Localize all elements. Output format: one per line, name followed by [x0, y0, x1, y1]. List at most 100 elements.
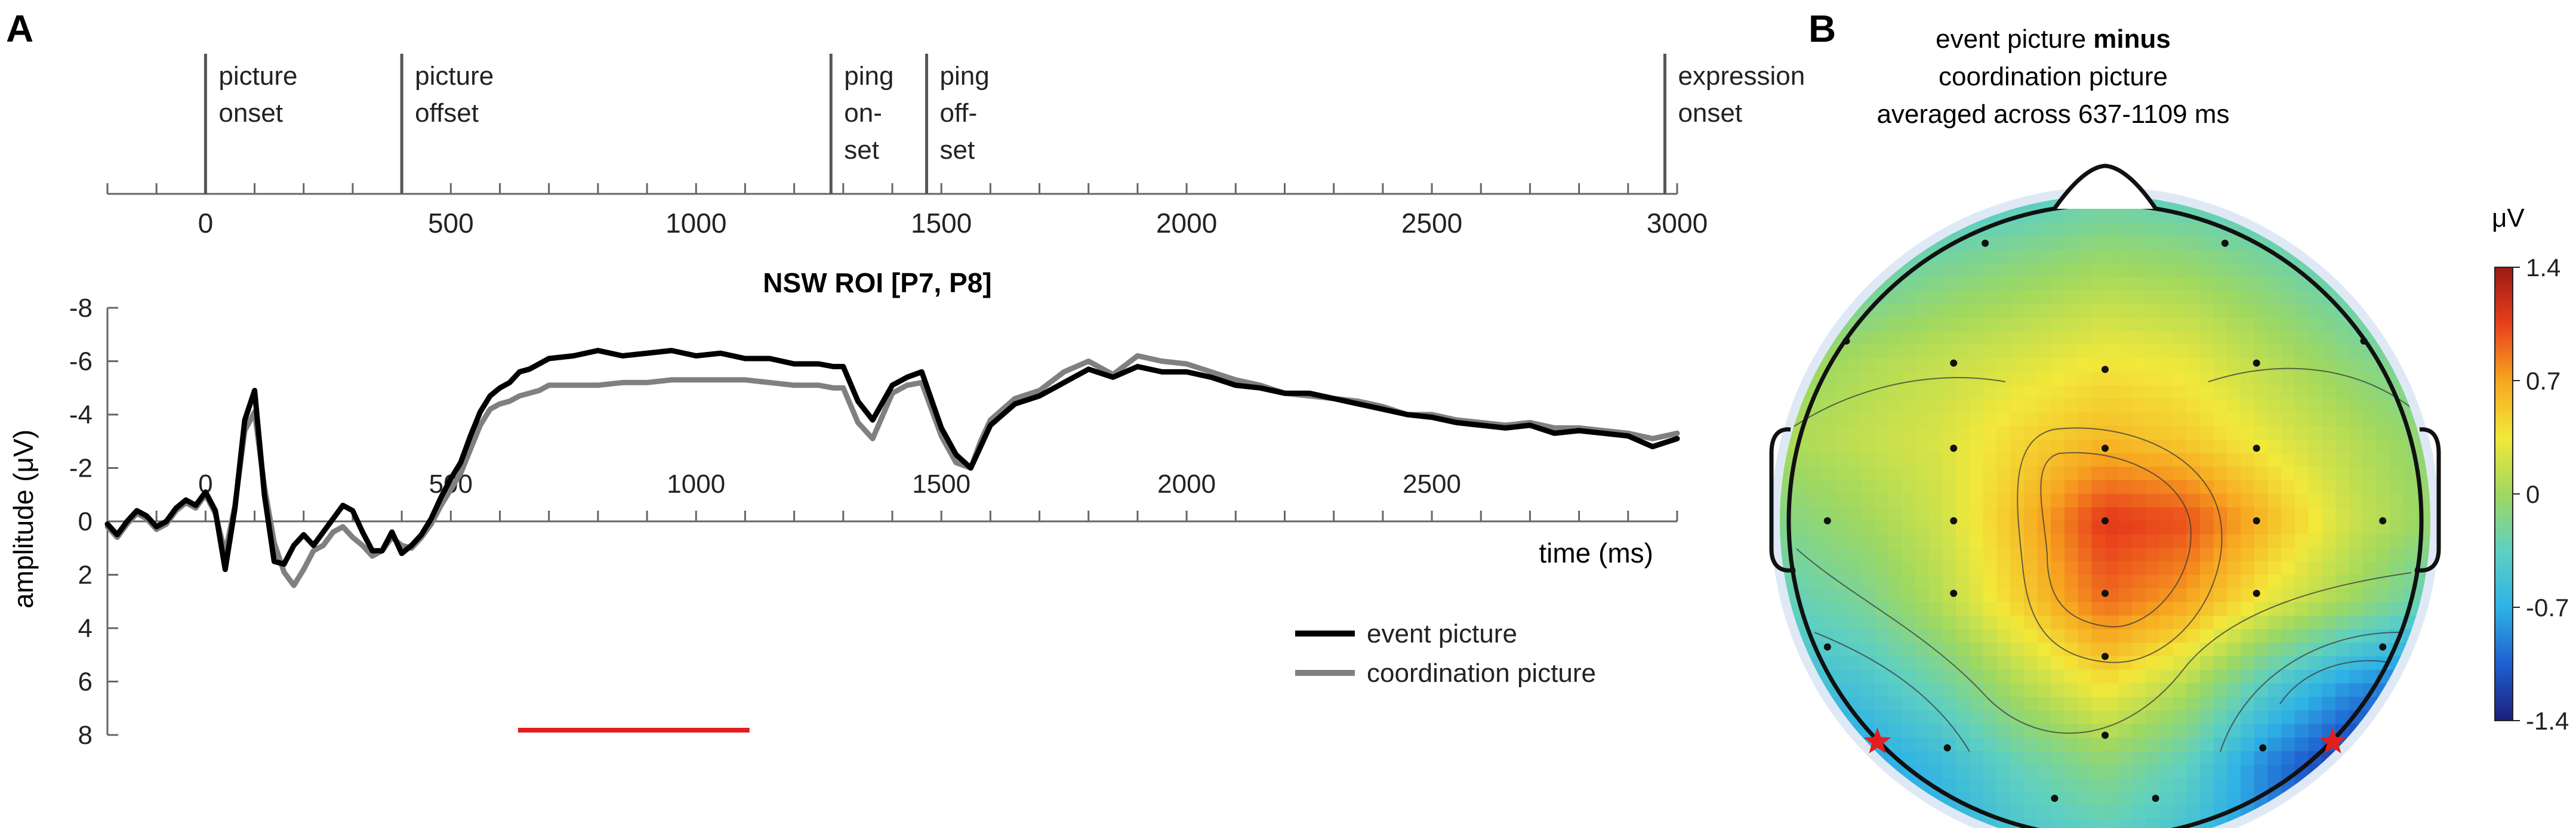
topo-cell [1915, 724, 1930, 739]
significant-electrodes [1863, 727, 2347, 753]
topo-cell [2064, 778, 2079, 792]
topo-cell [2132, 521, 2146, 535]
topo-cell [2322, 331, 2336, 345]
topo-cell [2186, 304, 2201, 319]
topo-cell [1942, 480, 1956, 495]
topo-cell [1902, 548, 1916, 562]
topo-cell [2241, 669, 2255, 684]
topo-cell [2213, 439, 2228, 454]
topo-cell [2051, 548, 2065, 562]
topo-cell [1902, 317, 1916, 332]
topo-cell [2010, 588, 2025, 603]
topo-cell [2173, 412, 2187, 427]
topo-cell [1875, 697, 1889, 711]
topo-cell [2037, 616, 2051, 630]
topo-cell [2023, 574, 2038, 589]
topo-cell [2281, 642, 2295, 657]
topo-cell [2051, 683, 2065, 697]
topo-cell [2132, 683, 2146, 697]
topo-cell [2010, 616, 2025, 630]
topo-cell [1928, 561, 1943, 576]
topo-cell [1915, 358, 1930, 372]
topo-cell [2037, 249, 2051, 264]
topo-cell [2146, 493, 2160, 508]
topo-cell [1834, 521, 1848, 535]
topo-cell [2213, 683, 2228, 697]
topo-cell [2105, 697, 2119, 711]
topo-cell [1807, 548, 1821, 562]
electrode-dot [2379, 643, 2387, 651]
topo-cell [2200, 493, 2214, 508]
topo-cell [1928, 480, 1943, 495]
topo-cell [2051, 764, 2065, 779]
topo-cell [2227, 792, 2241, 806]
topo-cell [2105, 453, 2119, 467]
topo-cell [2281, 466, 2295, 481]
topo-cell [2200, 792, 2214, 806]
topo-cell [2200, 236, 2214, 251]
topo-cell [1956, 764, 1970, 779]
topo-cell [2376, 466, 2390, 481]
topo-cell [2159, 778, 2174, 792]
topo-cell [2118, 480, 2133, 495]
topo-cell [2023, 236, 2038, 251]
topo-cell [1996, 453, 2011, 467]
topo-cell [2146, 724, 2160, 739]
topo-cell [2173, 737, 2187, 752]
topo-cell [2010, 466, 2025, 481]
topo-cell [1902, 358, 1916, 372]
topo-cell [2105, 249, 2119, 264]
topo-cell [2132, 466, 2146, 481]
timeline-tick-label: 0 [198, 208, 214, 239]
topo-cell [1928, 263, 1943, 277]
topo-cell [2023, 751, 2038, 765]
topo-cell [2200, 764, 2214, 779]
topo-cell [2078, 439, 2093, 454]
topo-cell [1875, 398, 1889, 413]
topo-cell [1793, 507, 1808, 521]
topo-cell [2051, 412, 2065, 427]
topo-cell [2227, 629, 2241, 644]
topo-cell [2105, 372, 2119, 386]
topo-cell [1996, 344, 2011, 359]
topo-cell [2023, 344, 2038, 359]
topo-cell [1902, 466, 1916, 481]
topo-cell [2037, 656, 2051, 671]
topo-cell [1847, 683, 1862, 697]
electrode-dot [2379, 517, 2387, 524]
topo-cell [2349, 683, 2364, 697]
topo-cell [2091, 263, 2106, 277]
topo-cell [2227, 236, 2241, 251]
topo-cell [2023, 534, 2038, 549]
topo-cell [1969, 439, 1984, 454]
topo-cell [2037, 710, 2051, 725]
topo-cell [2349, 398, 2364, 413]
topo-cell [2132, 439, 2146, 454]
topo-cell [2037, 534, 2051, 549]
topo-cell [2241, 412, 2255, 427]
topo-cell [2294, 426, 2309, 440]
topo-cell [1969, 616, 1984, 630]
topo-cell [2173, 439, 2187, 454]
topo-cell [1915, 669, 1930, 684]
topo-cell [2159, 507, 2174, 521]
topo-cell [2010, 304, 2025, 319]
topo-cell [2105, 805, 2119, 820]
topo-cell [1983, 574, 1998, 589]
topo-cell [2308, 412, 2323, 427]
topo-cell [2267, 656, 2282, 671]
topo-cell [2146, 534, 2160, 549]
topo-cell [2078, 751, 2093, 765]
topo-cell [1983, 304, 1998, 319]
topo-cell [1861, 372, 1875, 386]
topo-cell [2241, 697, 2255, 711]
topo-cell [1969, 507, 1984, 521]
topo-cell [2213, 344, 2228, 359]
topo-cell [2051, 724, 2065, 739]
topo-cell [2064, 697, 2079, 711]
topo-cell [1942, 426, 1956, 440]
topo-cell [1969, 480, 1984, 495]
topo-cell [2241, 493, 2255, 508]
topo-cell [2254, 426, 2269, 440]
topo-cell [1834, 534, 1848, 549]
